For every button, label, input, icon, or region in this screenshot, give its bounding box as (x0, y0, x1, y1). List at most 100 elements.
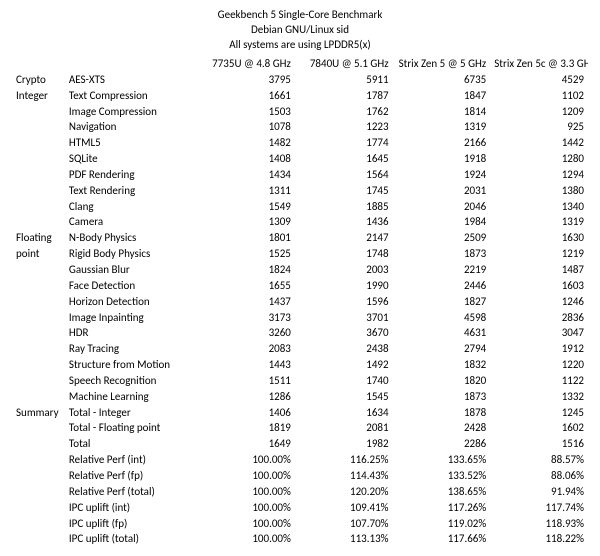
test-name-cell: Ray Tracing (65, 342, 197, 358)
table-row: HTML51482177421661442 (12, 136, 588, 152)
value-cell: 1655 (197, 278, 295, 294)
value-cell: 2031 (393, 183, 491, 199)
value-cell: 1924 (393, 167, 491, 183)
category-cell (12, 104, 65, 120)
value-cell: 2166 (393, 136, 491, 152)
test-name-cell: IPC uplift (total) (65, 532, 197, 548)
category-cell (12, 120, 65, 136)
value-cell: 1827 (393, 294, 491, 310)
category-cell (12, 342, 65, 358)
value-cell: 1340 (490, 199, 588, 215)
value-cell: 1774 (295, 136, 393, 152)
value-cell: 2836 (490, 310, 588, 326)
value-cell: 118.22% (490, 532, 588, 548)
value-cell: 1294 (490, 167, 588, 183)
table-row: Clang1549188520461340 (12, 199, 588, 215)
value-cell: 1630 (490, 231, 588, 247)
value-cell: 1564 (295, 167, 393, 183)
test-name-cell: N-Body Physics (65, 231, 197, 247)
value-cell: 1525 (197, 247, 295, 263)
category-cell (12, 373, 65, 389)
col-header-2: 7840U @ 5.1 GHz (295, 57, 393, 73)
value-cell: 100.00% (197, 484, 295, 500)
table-row: Total - Floating point1819208124281602 (12, 421, 588, 437)
category-cell: Summary (12, 405, 65, 421)
value-cell: 2081 (295, 421, 393, 437)
category-cell (12, 437, 65, 453)
value-cell: 116.25% (295, 453, 393, 469)
test-name-cell: Machine Learning (65, 389, 197, 405)
value-cell: 1219 (490, 247, 588, 263)
category-cell: Floating (12, 231, 65, 247)
category-cell (12, 215, 65, 231)
title-line-3: All systems are using LPDDR5(x) (12, 38, 588, 53)
value-cell: 4631 (393, 326, 491, 342)
category-cell: point (12, 247, 65, 263)
value-cell: 138.65% (393, 484, 491, 500)
value-cell: 1873 (393, 247, 491, 263)
table-row: pointRigid Body Physics1525174818731219 (12, 247, 588, 263)
value-cell: 1984 (393, 215, 491, 231)
table-row: Relative Perf (fp)100.00%114.43%133.52%8… (12, 468, 588, 484)
category-cell (12, 484, 65, 500)
value-cell: 1516 (490, 437, 588, 453)
value-cell: 3701 (295, 310, 393, 326)
value-cell: 1209 (490, 104, 588, 120)
value-cell: 2428 (393, 421, 491, 437)
test-name-cell: Camera (65, 215, 197, 231)
test-name-cell: Image Inpainting (65, 310, 197, 326)
value-cell: 1787 (295, 88, 393, 104)
value-cell: 1286 (197, 389, 295, 405)
test-name-cell: PDF Rendering (65, 167, 197, 183)
category-cell (12, 152, 65, 168)
value-cell: 1078 (197, 120, 295, 136)
value-cell: 3047 (490, 326, 588, 342)
test-name-cell: Total - Integer (65, 405, 197, 421)
test-name-cell: Total - Floating point (65, 421, 197, 437)
value-cell: 2083 (197, 342, 295, 358)
value-cell: 1246 (490, 294, 588, 310)
category-cell (12, 310, 65, 326)
value-cell: 4529 (490, 72, 588, 88)
col-header-4: Strix Zen 5c @ 3.3 GHz (490, 57, 588, 73)
category-cell (12, 263, 65, 279)
value-cell: 100.00% (197, 516, 295, 532)
value-cell: 4598 (393, 310, 491, 326)
value-cell: 109.41% (295, 500, 393, 516)
table-row: Relative Perf (total)100.00%120.20%138.6… (12, 484, 588, 500)
value-cell: 1332 (490, 389, 588, 405)
test-name-cell: Rigid Body Physics (65, 247, 197, 263)
value-cell: 1436 (295, 215, 393, 231)
value-cell: 1503 (197, 104, 295, 120)
value-cell: 3173 (197, 310, 295, 326)
category-cell: Crypto (12, 72, 65, 88)
test-name-cell: Navigation (65, 120, 197, 136)
value-cell: 1245 (490, 405, 588, 421)
value-cell: 1814 (393, 104, 491, 120)
value-cell: 1745 (295, 183, 393, 199)
test-name-cell: Horizon Detection (65, 294, 197, 310)
value-cell: 118.93% (490, 516, 588, 532)
value-cell: 1990 (295, 278, 393, 294)
value-cell: 2286 (393, 437, 491, 453)
table-row: Camera1309143619841319 (12, 215, 588, 231)
value-cell: 1442 (490, 136, 588, 152)
table-row: Ray Tracing2083243827941912 (12, 342, 588, 358)
value-cell: 120.20% (295, 484, 393, 500)
value-cell: 2147 (295, 231, 393, 247)
value-cell: 1762 (295, 104, 393, 120)
value-cell: 1223 (295, 120, 393, 136)
value-cell: 1982 (295, 437, 393, 453)
value-cell: 6735 (393, 72, 491, 88)
value-cell: 2003 (295, 263, 393, 279)
value-cell: 1847 (393, 88, 491, 104)
value-cell: 1511 (197, 373, 295, 389)
value-cell: 3260 (197, 326, 295, 342)
table-row: IPC uplift (total)100.00%113.13%117.66%1… (12, 532, 588, 548)
value-cell: 1319 (393, 120, 491, 136)
benchmark-table: 7735U @ 4.8 GHz 7840U @ 5.1 GHz Strix Ze… (12, 57, 588, 548)
value-cell: 107.70% (295, 516, 393, 532)
table-row: SummaryTotal - Integer1406163418781245 (12, 405, 588, 421)
value-cell: 1102 (490, 88, 588, 104)
title-line-2: Debian GNU/Linux sid (12, 23, 588, 38)
